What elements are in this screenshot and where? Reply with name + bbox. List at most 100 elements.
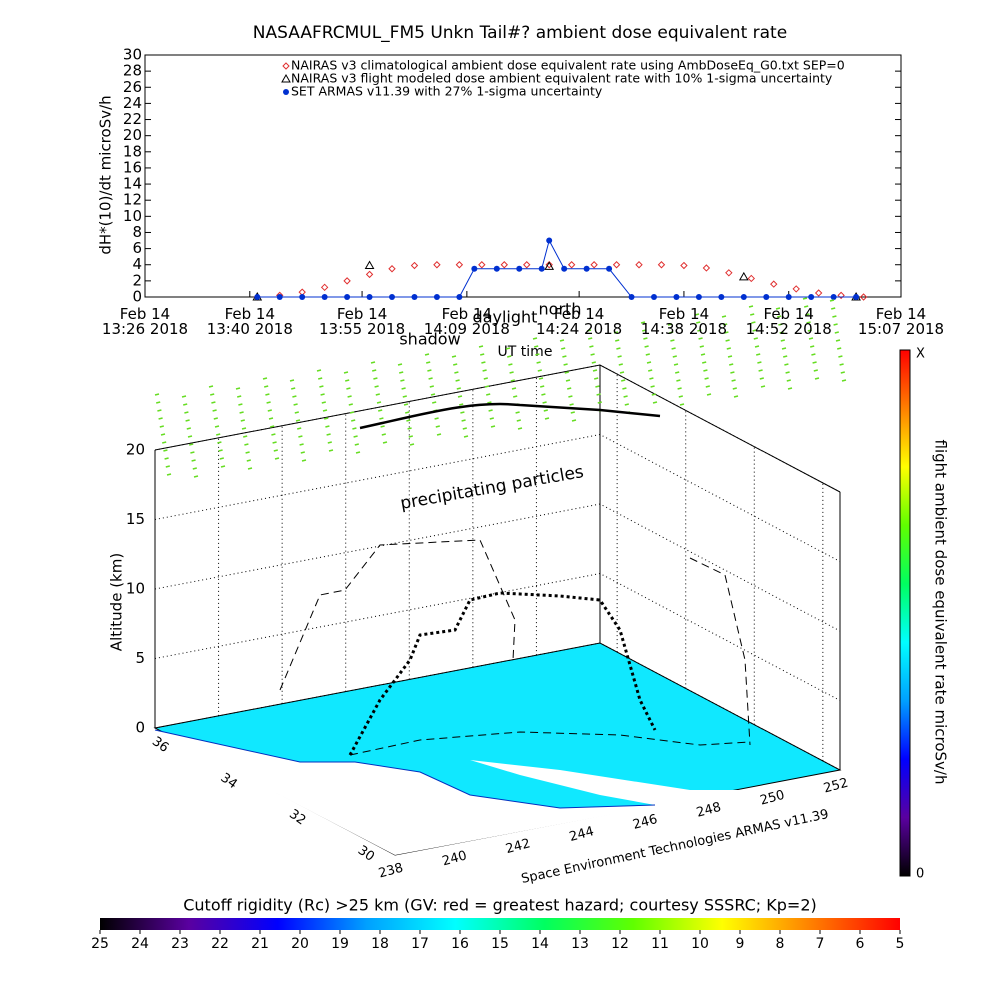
rate-marker: [841, 379, 847, 382]
rate-marker: [403, 403, 409, 406]
rate-marker: [455, 379, 460, 382]
rate-marker: [181, 395, 187, 398]
rate-marker: [298, 435, 303, 438]
x-tick-label: Feb 14 13:26 2018: [101, 305, 189, 338]
rate-marker: [640, 321, 646, 324]
colorbar-tick-label: 22: [211, 936, 229, 952]
rate-marker: [565, 379, 571, 382]
rate-marker: [380, 425, 385, 428]
data-point: [516, 265, 523, 272]
data-point: [680, 261, 688, 270]
rate-marker: [293, 403, 298, 406]
x-tick-label: 240: [441, 848, 469, 869]
rate-marker: [217, 441, 222, 444]
rate-marker: [748, 305, 754, 308]
colorbar-tick-label: 8: [776, 936, 785, 952]
rate-marker: [274, 457, 280, 460]
rate-marker: [426, 361, 431, 364]
rate-marker: [480, 353, 485, 356]
rate-marker: [348, 403, 353, 406]
rate-marker: [567, 387, 572, 390]
rate-marker: [268, 417, 274, 420]
rate-marker: [835, 339, 841, 342]
rate-marker: [184, 411, 189, 414]
rate-marker: [240, 419, 245, 422]
rate-marker: [241, 427, 247, 430]
rate-marker: [753, 337, 758, 340]
rate-marker: [430, 393, 436, 396]
data-point: [344, 294, 351, 300]
rate-marker: [808, 337, 814, 340]
rate-marker: [802, 297, 808, 300]
data-point: [433, 261, 441, 269]
rate-marker: [616, 347, 621, 350]
rate-marker: [758, 369, 763, 372]
rate-marker: [355, 451, 361, 454]
ocean: [155, 730, 840, 855]
rate-marker: [837, 347, 842, 350]
rate-marker: [219, 457, 224, 460]
rate-marker: [517, 427, 523, 430]
rate-marker: [489, 417, 494, 420]
rate-marker: [729, 363, 734, 366]
rate-marker: [328, 449, 334, 452]
rate-marker: [536, 361, 541, 364]
data-point: [650, 294, 657, 300]
data-point: [544, 261, 555, 270]
rate-marker: [407, 427, 412, 430]
rate-marker: [757, 361, 762, 364]
rate-marker: [840, 371, 845, 374]
rate-marker: [541, 393, 546, 396]
rate-marker: [187, 435, 193, 438]
x-tick-label: 238: [377, 861, 405, 882]
rate-marker: [698, 337, 703, 340]
z-tick-label: 20: [126, 441, 145, 459]
rate-marker: [324, 417, 329, 420]
rate-marker: [154, 393, 160, 396]
rate-marker: [401, 387, 406, 390]
colorbar-tick-label: 19: [331, 936, 349, 952]
rate-marker: [618, 363, 623, 366]
data-point: [365, 270, 374, 279]
rate-marker: [487, 401, 492, 404]
rate-marker: [218, 449, 223, 452]
rate-marker: [292, 395, 297, 398]
y-tick-label: 28: [123, 62, 142, 80]
rate-marker: [214, 425, 220, 428]
data-point: [612, 261, 621, 269]
rate-marker: [516, 419, 521, 422]
rate-marker: [646, 361, 652, 364]
data-point: [389, 294, 396, 300]
rate-marker: [291, 387, 296, 390]
rate-marker: [453, 363, 458, 366]
rate-marker: [490, 425, 496, 428]
rate-marker: [373, 377, 378, 380]
colorbar-tick-label: X: [916, 347, 925, 362]
rate-marker: [704, 377, 709, 380]
rate-marker: [568, 395, 573, 398]
annotation: north: [539, 300, 582, 319]
rate-marker: [839, 363, 844, 366]
rate-marker: [212, 409, 217, 412]
rate-marker: [679, 403, 685, 406]
rate-marker: [619, 371, 625, 374]
rate-marker: [424, 353, 430, 356]
rate-marker: [648, 369, 653, 372]
rate-marker: [345, 379, 350, 382]
x-tick-label: Feb 14 14:52 2018: [745, 305, 832, 338]
rate-marker: [595, 385, 600, 388]
data-point: [814, 289, 823, 297]
rate-marker: [301, 459, 307, 462]
rate-marker: [382, 441, 388, 444]
colorbar-tick-label: 13: [571, 936, 589, 952]
rate-marker: [266, 401, 271, 404]
data-point: [808, 294, 815, 300]
rate-marker: [165, 465, 170, 468]
data-point: [545, 261, 553, 269]
rate-marker: [775, 307, 781, 310]
rate-marker: [409, 443, 415, 446]
rate-marker: [213, 417, 218, 420]
rate-marker: [699, 345, 704, 348]
rate-marker: [644, 345, 649, 348]
rate-marker: [210, 393, 215, 396]
